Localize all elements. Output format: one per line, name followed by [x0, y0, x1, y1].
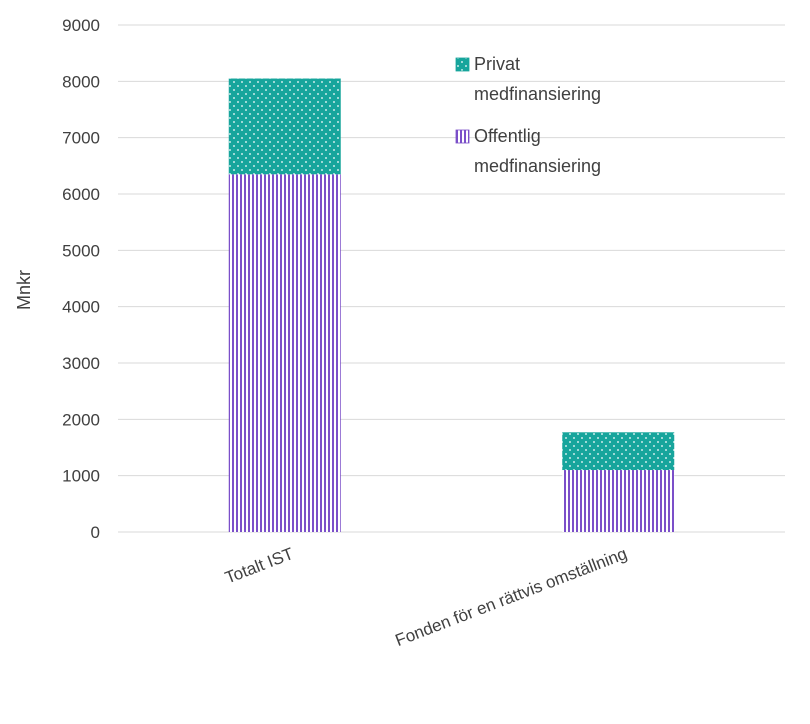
y-tick-label: 1000 — [62, 467, 100, 486]
y-tick-label: 3000 — [62, 354, 100, 373]
y-tick-label: 7000 — [62, 129, 100, 148]
y-tick-label: 6000 — [62, 185, 100, 204]
y-tick-label: 8000 — [62, 72, 100, 91]
y-tick-label: 9000 — [62, 16, 100, 35]
y-tick-label: 5000 — [62, 241, 100, 260]
bar-segment-offentlig-1 — [228, 174, 341, 533]
y-tick-label: 4000 — [62, 298, 100, 317]
y-axis-title: Mnkr — [14, 270, 34, 310]
y-tick-label: 0 — [91, 523, 100, 542]
y-axis-ticks: 0 1000 2000 3000 4000 5000 6000 7000 8000 9000 — [62, 16, 100, 542]
x-category-label: Fonden för en rättvis omställning — [393, 544, 630, 650]
legend-swatch — [455, 129, 470, 144]
legend-swatch — [455, 57, 470, 72]
x-category-label: Totalt IST — [222, 544, 296, 587]
bar-segment-privat-2 — [562, 432, 675, 471]
bar-segment-privat-1 — [228, 78, 341, 175]
legend-label: Privat medfinansiering — [474, 54, 601, 104]
bar-segment-offentlig-2 — [562, 470, 675, 532]
gridlines — [118, 24, 785, 533]
y-tick-label: 2000 — [62, 410, 100, 429]
x-axis-categories: Totalt IST Fonden för en rättvis omställn… — [222, 544, 629, 650]
legend-label: Offentlig medfinansiering — [474, 126, 601, 176]
bars — [228, 78, 675, 533]
legend: Privat medfinansiering Offentlig medfinansi… — [455, 54, 601, 176]
